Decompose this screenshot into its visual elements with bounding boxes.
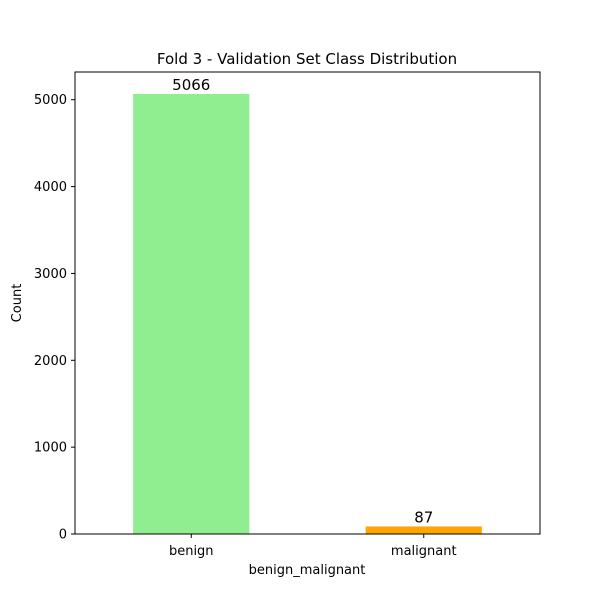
- x-tick-label-malignant: malignant: [391, 544, 457, 559]
- y-axis: 0 1000 2000 3000 4000 5000: [34, 93, 75, 543]
- x-axis: benign malignant: [169, 534, 457, 559]
- y-tick-label-3000: 3000: [34, 267, 67, 282]
- bar-malignant: [365, 526, 482, 534]
- y-tick-label-2000: 2000: [34, 354, 67, 369]
- y-tick-label-0: 0: [59, 528, 67, 543]
- bar-value-label-malignant: 87: [414, 508, 433, 526]
- x-axis-label: benign_malignant: [249, 563, 366, 578]
- x-tick-label-benign: benign: [169, 544, 214, 559]
- bar-labels-group: 5066 87: [172, 76, 433, 526]
- plot-frame: [74, 71, 541, 535]
- bar-value-label-benign: 5066: [172, 76, 210, 94]
- bar-benign: [133, 94, 250, 534]
- y-tick-label-5000: 5000: [34, 93, 67, 108]
- y-tick-label-4000: 4000: [34, 180, 67, 195]
- bars-group: [133, 94, 482, 534]
- y-axis-label: Count: [10, 284, 25, 323]
- chart-title: Fold 3 - Validation Set Class Distributi…: [157, 50, 457, 68]
- y-tick-label-1000: 1000: [34, 441, 67, 456]
